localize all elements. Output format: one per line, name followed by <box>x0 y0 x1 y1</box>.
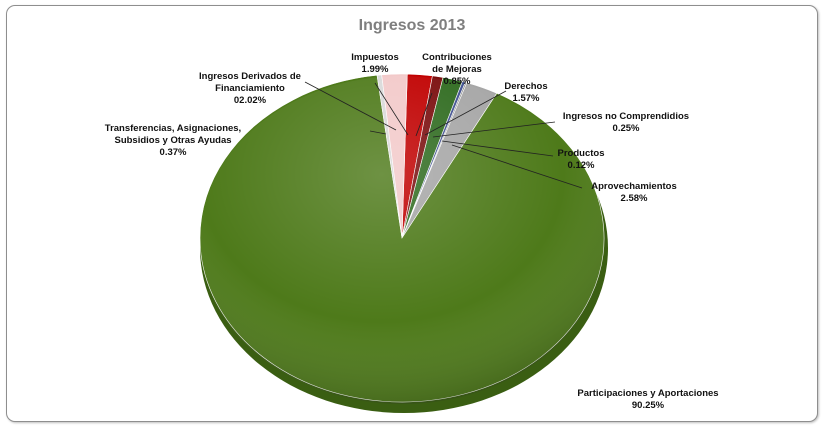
slice-label-line: Subsidios y Otras Ayudas <box>114 135 231 146</box>
slice-label: Ingresos Derivados de Financiamiento 02.02… <box>199 71 301 106</box>
slice-label-line: Financiamiento <box>215 83 285 94</box>
slice-label: Aprovechamientos 2.58% <box>591 181 677 204</box>
leader-line <box>304 81 397 131</box>
slice-label-line: Derechos <box>504 81 547 92</box>
slice-label-line: Contribuciones <box>422 52 492 63</box>
slice-label: Productos 0.12% <box>558 148 605 171</box>
chart-title: Ingresos 2013 <box>359 17 466 34</box>
slice-labels: Impuestos 1.99%Contribuciones de Mejoras 0.… <box>105 52 719 411</box>
slice-label-line: 2.58% <box>621 193 648 204</box>
leader-line <box>374 82 409 136</box>
slice-label-line: Aprovechamientos <box>591 181 677 192</box>
slice-label-line: de Mejoras <box>432 64 482 75</box>
slice-label-line: 02.02% <box>234 95 267 106</box>
leader-line <box>369 130 387 135</box>
slice-label-line: 0.25% <box>613 123 640 134</box>
leader-line <box>441 140 554 157</box>
leader-line <box>451 144 583 189</box>
slice-label-line: Productos <box>558 148 605 159</box>
slice-label-line: 0.12% <box>568 160 595 171</box>
leader-line <box>415 92 433 137</box>
slice-label-line: 0.37% <box>160 147 187 158</box>
slice-label-line: 90.25% <box>632 400 665 411</box>
slice-label-line: Impuestos <box>351 52 399 63</box>
slice-label: Contribuciones de Mejoras 0.85% <box>422 52 492 87</box>
leader-lines <box>304 81 583 189</box>
slice-label: Transferencias, Asignaciones, Subsidios y… <box>105 123 241 158</box>
slice-label-line: 0.85% <box>444 76 471 87</box>
slice-label-line: Participaciones y Aportaciones <box>577 388 718 399</box>
slice-label-line: Ingresos Derivados de <box>199 71 301 82</box>
slice-label-line: 1.99% <box>362 64 389 75</box>
slice-label-line: Transferencias, Asignaciones, <box>105 123 241 134</box>
slice-label: Impuestos 1.99% <box>351 52 399 75</box>
slice-label: Ingresos no Comprendidios 0.25% <box>563 111 689 134</box>
leader-line <box>424 90 507 136</box>
leader-line <box>432 121 556 138</box>
slice-label-line: 1.57% <box>513 93 540 104</box>
slice-label: Derechos 1.57% <box>504 81 547 104</box>
slice-label-line: Ingresos no Comprendidios <box>563 111 689 122</box>
slice-label: Participaciones y Aportaciones 90.25% <box>577 388 718 411</box>
